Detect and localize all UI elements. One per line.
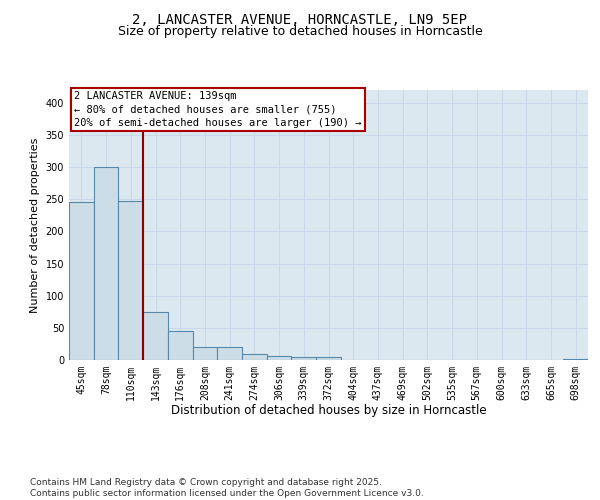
Bar bbox=[217, 347, 242, 360]
Text: 2, LANCASTER AVENUE, HORNCASTLE, LN9 5EP: 2, LANCASTER AVENUE, HORNCASTLE, LN9 5EP bbox=[133, 12, 467, 26]
Bar bbox=[94, 167, 118, 360]
Bar bbox=[267, 356, 292, 360]
Text: Contains HM Land Registry data © Crown copyright and database right 2025.
Contai: Contains HM Land Registry data © Crown c… bbox=[30, 478, 424, 498]
Y-axis label: Number of detached properties: Number of detached properties bbox=[30, 138, 40, 312]
Bar bbox=[69, 202, 94, 360]
Bar bbox=[242, 354, 267, 360]
Bar bbox=[193, 347, 217, 360]
Bar bbox=[563, 358, 588, 360]
Bar bbox=[143, 312, 168, 360]
Text: Size of property relative to detached houses in Horncastle: Size of property relative to detached ho… bbox=[118, 25, 482, 38]
Text: 2 LANCASTER AVENUE: 139sqm
← 80% of detached houses are smaller (755)
20% of sem: 2 LANCASTER AVENUE: 139sqm ← 80% of deta… bbox=[74, 92, 362, 128]
X-axis label: Distribution of detached houses by size in Horncastle: Distribution of detached houses by size … bbox=[170, 404, 487, 417]
Bar bbox=[118, 200, 143, 360]
Bar bbox=[316, 358, 341, 360]
Bar bbox=[292, 357, 316, 360]
Bar bbox=[168, 331, 193, 360]
